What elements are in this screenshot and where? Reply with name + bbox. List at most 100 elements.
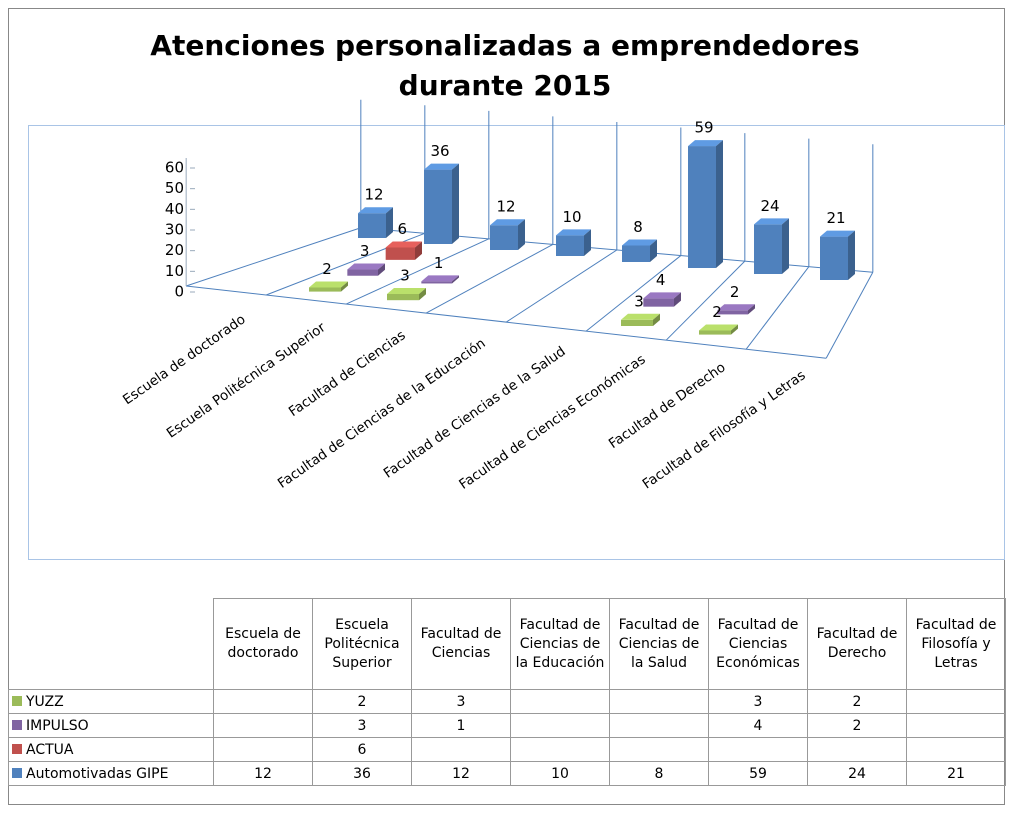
bar-top [688, 140, 723, 147]
bar-front [490, 225, 518, 250]
table-cell: 12 [411, 761, 511, 786]
bar-top [699, 324, 738, 331]
bar-front [347, 269, 378, 276]
value-label: 6 [398, 220, 408, 238]
y-tick-label: 40 [165, 200, 184, 218]
bar-front [622, 245, 650, 262]
table-cell [609, 689, 709, 714]
y-tick-label: 20 [165, 241, 184, 259]
value-label: 3 [634, 292, 644, 310]
floor-line [825, 272, 874, 359]
table-row: Automotivadas GIPE 12 36 12 10 8 59 24 21 [8, 761, 1006, 786]
table-corner [8, 598, 214, 690]
bar-top [621, 313, 660, 320]
table-header-cell: Facultad de Filosofía y Letras [906, 598, 1006, 690]
table-header-cell: Facultad de Derecho [807, 598, 907, 690]
bar-top [347, 263, 385, 270]
table-header-cell: Facultad de Ciencias de la Educación [510, 598, 610, 690]
table-cell: 24 [807, 761, 907, 786]
table-cell: 12 [213, 761, 313, 786]
bar-top [622, 239, 657, 246]
table-header-cell: Facultad de Ciencias de la Salud [609, 598, 709, 690]
table-row: ACTUA 6 [8, 737, 1006, 762]
bar-front [643, 298, 674, 307]
value-label: 3 [360, 242, 370, 260]
bar-side [748, 304, 755, 315]
table-cell: 3 [708, 689, 808, 714]
table-cell: 1 [411, 713, 511, 738]
plot-border [28, 125, 1005, 560]
value-label: 36 [430, 142, 449, 160]
bar-top [385, 241, 422, 248]
legend-label: YUZZ [26, 693, 64, 710]
floor-line [505, 249, 618, 323]
table-cell: 2 [312, 689, 412, 714]
table-cell [609, 737, 709, 762]
table-cell [708, 737, 808, 762]
table-cell [609, 713, 709, 738]
bar-top [421, 275, 459, 282]
value-label: 4 [656, 271, 666, 289]
floor-line [345, 238, 490, 305]
legend-entry: YUZZ [8, 689, 214, 714]
bar-side [731, 324, 738, 335]
bar-side [419, 288, 426, 301]
x-tick-label: Facultad de Filosofía y Letras [640, 367, 809, 492]
bar-top [717, 304, 755, 311]
bar-side [848, 230, 855, 280]
table-cell: 2 [807, 713, 907, 738]
floor-edge [186, 285, 827, 359]
legend-label: Automotivadas GIPE [26, 765, 169, 782]
bar-front [421, 281, 452, 284]
bar-side [584, 229, 591, 256]
bar-front [699, 330, 731, 335]
bar-front [820, 236, 848, 280]
table-cell [510, 737, 610, 762]
bar-top [643, 292, 681, 299]
bar-front [621, 319, 653, 326]
legend-label: ACTUA [26, 741, 74, 758]
y-tick-label: 50 [165, 179, 184, 197]
bar-front [754, 224, 782, 274]
table-cell: 4 [708, 713, 808, 738]
bar-side [782, 218, 789, 274]
table-header-cell: Facultad de Ciencias [411, 598, 511, 690]
table-cell: 21 [906, 761, 1006, 786]
table-cell [510, 713, 610, 738]
bar-side [716, 140, 723, 268]
bar-front [358, 213, 386, 238]
x-tick-label: Facultad de Ciencias Económicas [456, 351, 648, 492]
bar-side [415, 241, 422, 260]
legend-key [12, 743, 22, 754]
table-cell: 2 [807, 689, 907, 714]
table-cell: 36 [312, 761, 412, 786]
legend-key [12, 719, 22, 730]
table-header-row: Escuela de doctorado Escuela Politécnica … [8, 598, 1006, 690]
bar-top [490, 219, 525, 226]
value-label: 12 [364, 186, 383, 204]
bar-front [688, 146, 716, 268]
table-cell: 3 [312, 713, 412, 738]
table-row: IMPULSO 3 1 4 2 [8, 713, 1006, 738]
bar-top [424, 163, 459, 170]
value-label: 24 [760, 197, 779, 215]
bar-side [452, 163, 459, 244]
legend-entry: Automotivadas GIPE [8, 761, 214, 786]
table-header-cell: Escuela Politécnica Superior [312, 598, 412, 690]
table-row: YUZZ 2 3 3 2 [8, 689, 1006, 714]
floor-line [585, 255, 682, 332]
bar-side [650, 239, 657, 262]
value-label: 21 [826, 209, 845, 227]
bar-front [387, 294, 419, 301]
value-label: 8 [633, 218, 643, 236]
table-cell [906, 713, 1006, 738]
table-header-cell: Facultad de Ciencias Económicas [708, 598, 808, 690]
bar-top [556, 229, 591, 236]
table-cell [906, 737, 1006, 762]
legend-key [12, 695, 22, 706]
bar-top [309, 281, 348, 288]
data-table: Escuela de doctorado Escuela Politécnica … [8, 598, 1006, 786]
bar-top [358, 207, 393, 214]
